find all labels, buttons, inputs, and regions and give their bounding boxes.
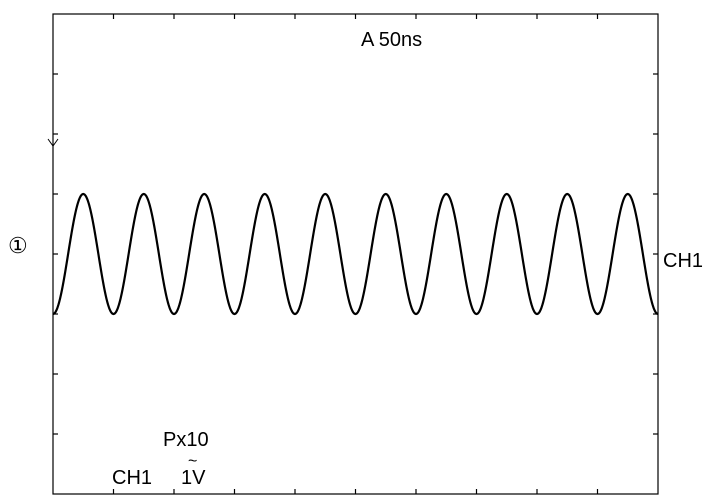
timebase-label: A 50ns (361, 29, 422, 51)
graticule-border (52, 13, 659, 495)
channel-marker: ① (8, 233, 28, 258)
channel-bottom-label: CH1 (112, 467, 152, 489)
waveform-trace (52, 192, 659, 316)
channel-right-label: CH1 (663, 250, 703, 272)
volts-per-div-label: 1V (181, 467, 206, 489)
trigger-marker (47, 126, 59, 147)
probe-label: Px10 (163, 429, 209, 451)
graticule-ticks (53, 14, 658, 494)
coupling-symbol: ~ (188, 453, 197, 470)
